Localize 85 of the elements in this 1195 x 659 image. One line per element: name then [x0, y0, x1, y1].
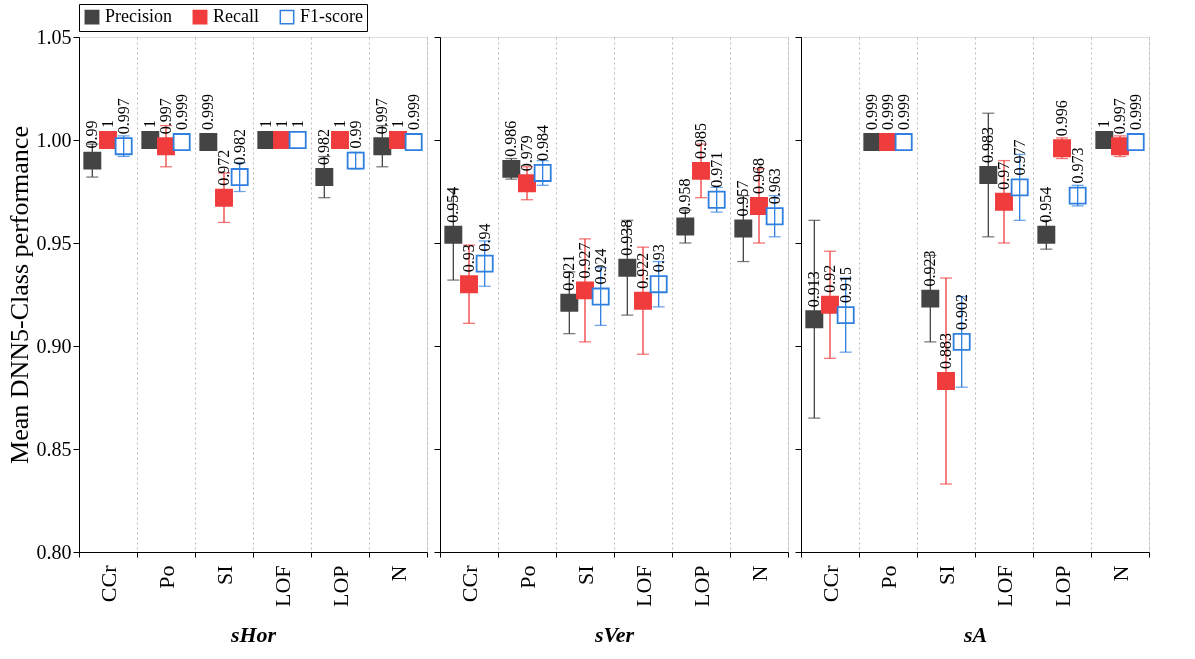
data-label: 0.982	[230, 129, 248, 166]
data-label: 0.923	[921, 250, 939, 287]
data-label: 0.954	[1037, 186, 1055, 223]
x-tick-label: LOF	[269, 565, 295, 608]
x-tick-label: CCr	[817, 564, 843, 603]
data-label: 0.99	[83, 120, 101, 149]
data-label: 1	[273, 120, 290, 128]
data-label: 0.915	[836, 267, 854, 304]
data-label: 0.983	[979, 127, 997, 164]
data-label: 0.883	[937, 333, 954, 370]
x-tick-label: CCr	[456, 564, 482, 603]
data-label: 0.999	[404, 94, 422, 131]
data-label: 1	[331, 120, 348, 128]
data-label: 0.979	[518, 135, 535, 172]
data-label: 0.997	[373, 98, 391, 135]
data-label: 0.99	[346, 120, 364, 149]
data-label: 0.982	[315, 129, 333, 166]
data-label: 1	[141, 120, 159, 128]
x-tick-label: N	[746, 565, 772, 582]
y-tick-label: 1.05	[36, 25, 72, 48]
y-tick-label: 0.85	[36, 437, 72, 460]
x-tick-label: SI	[572, 565, 598, 586]
y-tick-label: 0.90	[36, 334, 72, 357]
x-tick-label: N	[1107, 565, 1133, 582]
x-axis-title: sVer	[593, 622, 635, 648]
y-tick-label: 1.00	[36, 128, 72, 151]
data-label: 1	[1095, 120, 1113, 128]
data-label: 0.921	[560, 254, 578, 291]
y-tick-label: 0.80	[36, 540, 72, 563]
x-tick-label: Po	[514, 565, 540, 589]
data-label: 1	[288, 120, 306, 128]
x-tick-label: LOF	[991, 565, 1017, 608]
data-label: 0.999	[1126, 94, 1144, 131]
legend-label: Recall	[213, 6, 259, 27]
data-label: 0.93	[649, 244, 667, 273]
data-label: 0.938	[618, 219, 636, 256]
data-label: 0.977	[1010, 139, 1028, 176]
legend-label: Precision	[105, 6, 172, 27]
data-label: 0.968	[750, 157, 767, 194]
legend-label: F1-score	[300, 6, 363, 27]
x-tick-label: LOP	[1049, 565, 1075, 608]
x-tick-label: N	[385, 565, 411, 582]
data-label: 0.997	[114, 98, 132, 135]
x-tick-label: Po	[153, 565, 179, 589]
data-label: 0.984	[533, 124, 551, 161]
data-label: 1	[99, 120, 116, 128]
y-tick-label: 0.95	[36, 231, 72, 254]
data-label: 0.957	[734, 180, 752, 217]
data-label: 0.958	[676, 178, 694, 215]
data-label: 0.963	[765, 168, 783, 205]
data-label: 0.927	[576, 242, 593, 279]
data-label: 0.913	[805, 271, 823, 308]
data-label: 0.902	[952, 293, 970, 330]
x-tick-label: LOP	[327, 565, 353, 608]
data-label: 0.92	[821, 264, 838, 293]
data-label: 1	[257, 120, 275, 128]
data-label: 0.999	[172, 94, 190, 131]
data-label: 0.94	[475, 223, 493, 252]
x-tick-label: LOF	[630, 565, 656, 608]
data-label: 0.985	[692, 122, 709, 159]
x-axis-title: sA	[962, 622, 988, 648]
data-label: 0.97	[995, 161, 1012, 190]
data-label: 0.986	[502, 120, 520, 157]
data-label: 0.997	[1111, 98, 1128, 135]
x-tick-label: SI	[933, 565, 959, 586]
x-tick-label: Po	[875, 565, 901, 589]
data-label: 0.972	[215, 149, 232, 186]
data-label: 0.999	[894, 94, 912, 131]
data-label: 0.997	[157, 98, 174, 135]
data-label: 0.971	[707, 151, 725, 188]
x-axis-title: sHor	[229, 622, 277, 648]
data-label: 1	[389, 120, 406, 128]
data-label: 0.954	[444, 186, 462, 223]
data-label: 0.999	[199, 94, 217, 131]
data-label: 0.93	[460, 244, 477, 273]
x-tick-label: LOP	[688, 565, 714, 608]
data-label: 0.924	[591, 248, 609, 285]
x-tick-label: CCr	[95, 564, 121, 603]
data-label: 0.922	[634, 252, 651, 289]
data-label: 0.973	[1068, 147, 1086, 184]
x-tick-label: SI	[211, 565, 237, 586]
data-label: 0.999	[863, 94, 881, 131]
y-axis-title: Mean DNN5-Class performance	[4, 126, 34, 464]
data-label: 0.996	[1053, 100, 1070, 137]
data-label: 0.999	[879, 94, 896, 131]
